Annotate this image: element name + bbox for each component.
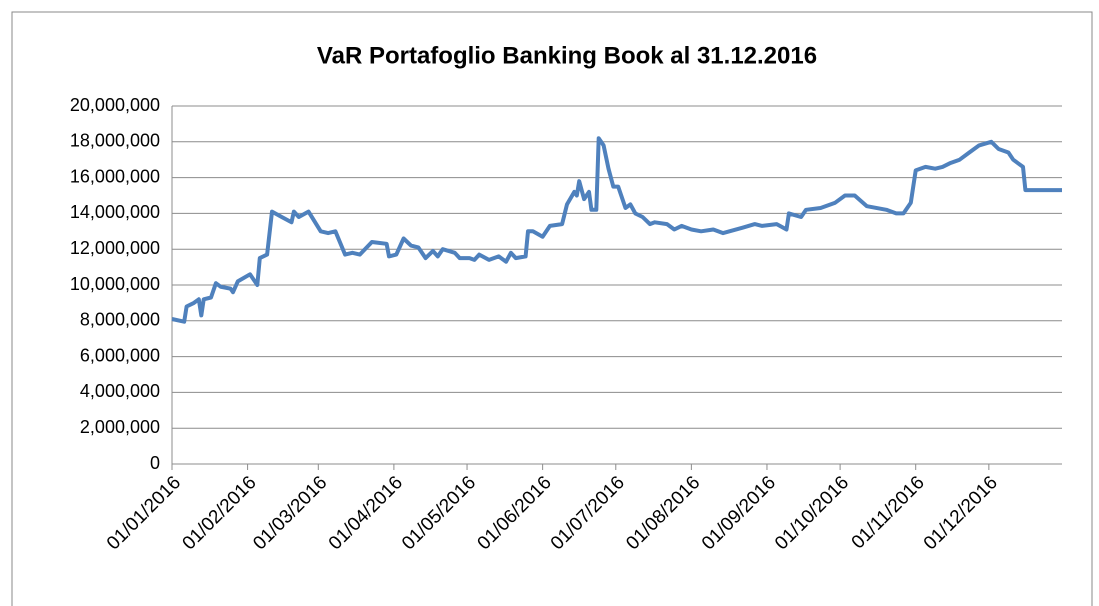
y-tick-label: 2,000,000 (80, 417, 160, 437)
series-line (171, 136, 1062, 324)
y-tick-label: 12,000,000 (70, 238, 160, 258)
y-tick-label: 4,000,000 (80, 381, 160, 401)
y-tick-label: 14,000,000 (70, 202, 160, 222)
y-tick-label: 16,000,000 (70, 166, 160, 186)
y-tick-label: 20,000,000 (70, 95, 160, 115)
y-tick-label: 8,000,000 (80, 310, 160, 330)
y-tick-label: 0 (150, 453, 160, 473)
y-tick-label: 10,000,000 (70, 274, 160, 294)
y-tick-label: 18,000,000 (70, 131, 160, 151)
y-tick-label: 6,000,000 (80, 345, 160, 365)
chart-border (11, 11, 1093, 606)
chart-title: VaR Portafoglio Banking Book al 31.12.20… (317, 42, 817, 69)
